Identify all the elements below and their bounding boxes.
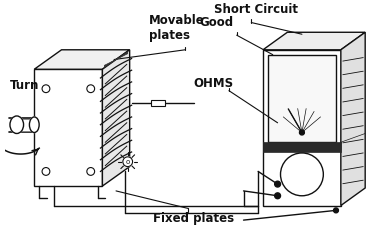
Polygon shape: [263, 32, 365, 50]
Polygon shape: [341, 134, 365, 142]
Text: Turn: Turn: [10, 79, 39, 92]
Text: OHMS: OHMS: [193, 77, 233, 90]
Polygon shape: [105, 52, 128, 67]
Polygon shape: [102, 50, 130, 186]
Polygon shape: [263, 50, 341, 206]
Polygon shape: [34, 69, 102, 186]
Ellipse shape: [10, 116, 24, 134]
Circle shape: [280, 153, 323, 196]
Circle shape: [334, 208, 339, 213]
Text: Short Circuit: Short Circuit: [214, 3, 298, 16]
Polygon shape: [34, 50, 130, 69]
Text: Movable
plates: Movable plates: [149, 14, 205, 42]
Circle shape: [299, 130, 304, 135]
Circle shape: [275, 181, 280, 187]
Polygon shape: [268, 55, 336, 142]
Text: Good: Good: [200, 16, 234, 29]
Ellipse shape: [29, 117, 39, 132]
Polygon shape: [263, 142, 341, 152]
Bar: [151, 100, 165, 106]
Circle shape: [275, 193, 280, 199]
Text: o: o: [125, 159, 130, 165]
Polygon shape: [341, 32, 365, 206]
Circle shape: [123, 157, 133, 166]
Text: Fixed plates: Fixed plates: [153, 212, 234, 225]
